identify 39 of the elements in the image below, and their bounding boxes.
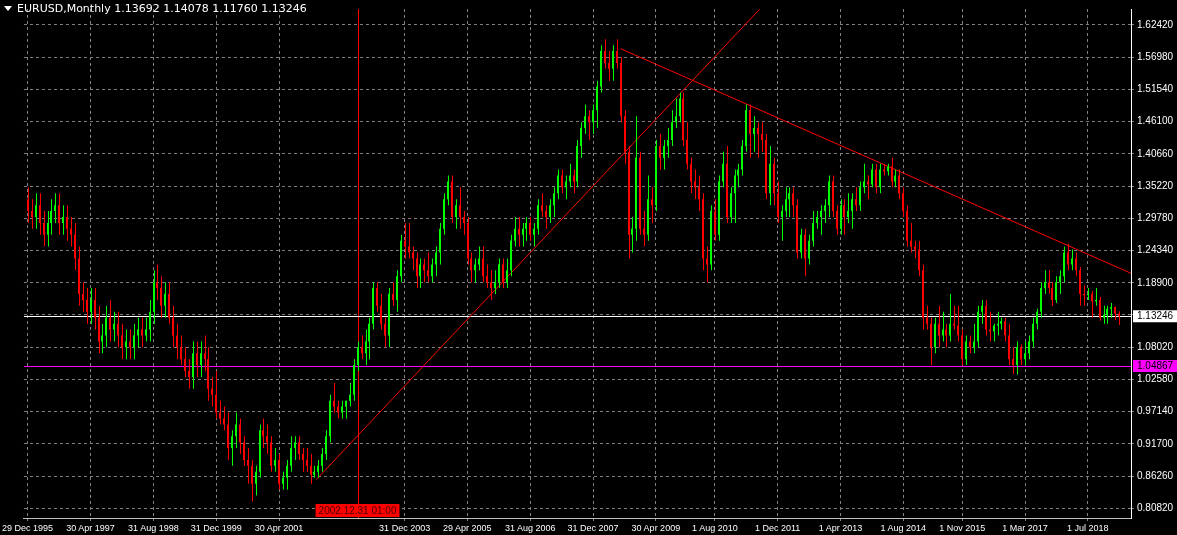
y-tick-label: 1.02580	[1137, 373, 1174, 385]
candlestick	[1095, 288, 1097, 306]
ref-line-label: 1.04867	[1137, 359, 1174, 371]
x-tick-label: 1 Mar 2017	[1002, 522, 1048, 533]
y-tick-label: 0.86260	[1137, 469, 1174, 481]
y-tick-label: 1.51540	[1137, 83, 1174, 95]
y-tick-label: 0.80820	[1137, 502, 1174, 514]
x-tick-label: 29 Apr 2005	[443, 522, 492, 533]
y-tick-label: 0.91700	[1137, 437, 1174, 449]
y-tick-label: 1.18900	[1137, 276, 1174, 288]
x-tick-label: 1 Apr 2013	[818, 522, 863, 533]
y-tick-label: 1.35220	[1137, 179, 1174, 191]
y-tick-label: 1.46100	[1137, 115, 1174, 127]
chart-title: EURUSD,Monthly 1.13692 1.14078 1.11760 1.13246	[17, 2, 307, 15]
x-tick-label: 31 Dec 2003	[379, 522, 431, 533]
y-tick-label: 1.56980	[1137, 50, 1174, 62]
y-tick-label: 1.29780	[1137, 212, 1174, 224]
y-tick-label: 0.97140	[1137, 405, 1174, 417]
x-tick-label: 30 Apr 1997	[66, 522, 115, 533]
x-tick-label: 1 Jul 2018	[1067, 522, 1109, 533]
x-tick-label: 31 Dec 2007	[567, 522, 619, 533]
x-tick-label: 30 Apr 2001	[254, 522, 304, 533]
y-tick-label: 1.40660	[1137, 147, 1174, 159]
candlestick	[1083, 285, 1085, 306]
x-tick-label: 29 Dec 1995	[2, 522, 54, 533]
x-tick-label: 30 Apr 2009	[631, 522, 681, 533]
candlestick	[1087, 288, 1089, 300]
y-tick-label: 1.08020	[1137, 340, 1174, 352]
x-tick-label: 1 Nov 2015	[939, 522, 986, 533]
ref-line-label: 1.13246	[1137, 310, 1174, 322]
x-tick-label: 1 Dec 2011	[755, 522, 801, 533]
x-tick-label: 31 Aug 2006	[504, 522, 556, 533]
y-tick-label: 1.62420	[1137, 18, 1174, 30]
x-tick-label: 31 Dec 1999	[190, 522, 242, 533]
x-tick-label: 1 Aug 2010	[692, 522, 738, 533]
ref-line-label: 2002.12.31 01:00	[318, 504, 397, 516]
x-tick-label: 31 Aug 1998	[128, 522, 179, 533]
y-tick-label: 1.24340	[1137, 244, 1174, 256]
x-tick-label: 1 Aug 2014	[880, 522, 927, 533]
